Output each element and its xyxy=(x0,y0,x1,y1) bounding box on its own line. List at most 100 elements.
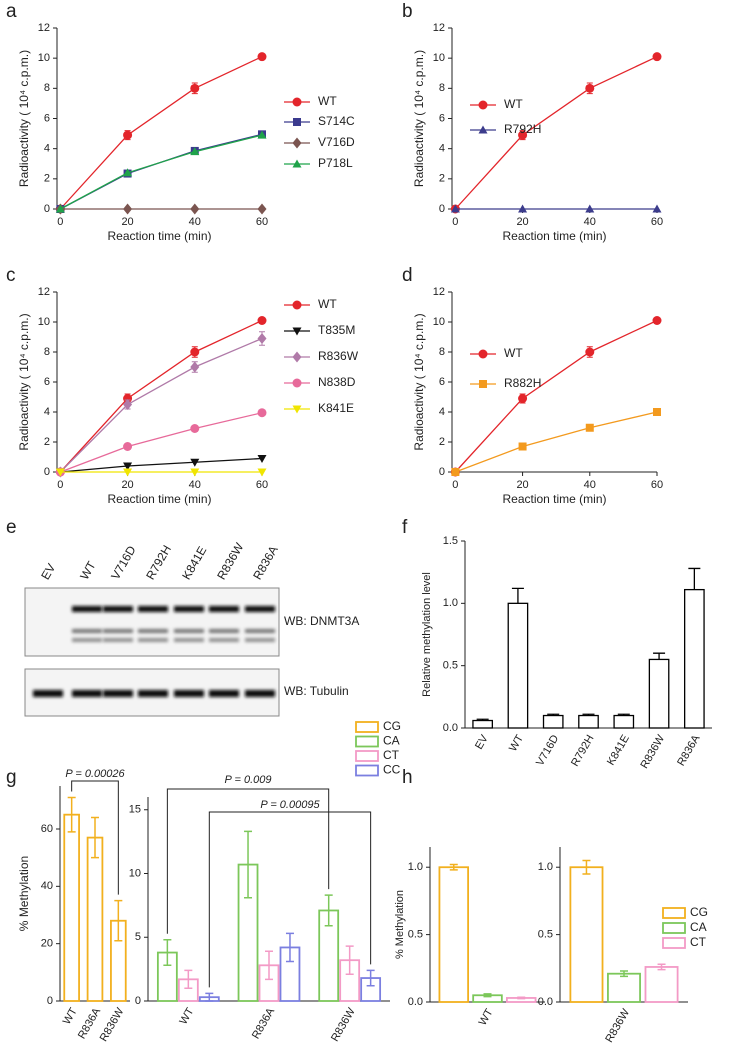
band xyxy=(174,638,204,642)
legend-label: R882H xyxy=(504,376,541,390)
legend-label: WT xyxy=(504,346,523,360)
error-bar xyxy=(366,969,375,987)
marker xyxy=(652,204,662,213)
marker xyxy=(123,399,133,410)
y-tick-label: 8 xyxy=(439,346,445,358)
error-bar xyxy=(244,830,253,899)
bar xyxy=(63,813,80,1002)
y-tick-label: 12 xyxy=(38,286,50,298)
band xyxy=(138,690,168,697)
y-tick-label: 0 xyxy=(44,203,50,215)
marker xyxy=(451,468,460,476)
y-tick-label: 1.5 xyxy=(443,535,458,547)
x-axis-label: Reaction time (min) xyxy=(502,229,606,243)
marker xyxy=(123,130,133,140)
x-tick-label: K841E xyxy=(605,733,632,768)
x-tick-label: 0 xyxy=(452,216,458,228)
panel-letter: c xyxy=(6,265,16,286)
legend-label: CA xyxy=(690,920,707,934)
error-bar xyxy=(345,945,354,975)
panel-letter: e xyxy=(6,517,17,538)
marker xyxy=(190,458,200,467)
marker xyxy=(257,468,267,477)
marker xyxy=(257,130,267,139)
legend-label: N838D xyxy=(318,375,356,389)
y-tick-label: 0 xyxy=(47,995,53,1007)
lane-label: EV xyxy=(38,561,58,582)
y-tick-label: 0.0 xyxy=(538,996,553,1008)
y-tick-label: 0 xyxy=(44,466,50,478)
legend-label: CA xyxy=(383,734,400,748)
error-bar xyxy=(449,863,458,871)
bar xyxy=(542,714,564,729)
y-tick-label: 2 xyxy=(44,173,50,185)
lane-label: R836W xyxy=(214,540,246,582)
legend-label: WT xyxy=(504,97,523,111)
x-tick-label: 20 xyxy=(516,216,528,228)
x-tick-label: R836W xyxy=(329,1005,358,1043)
panel-letter: h xyxy=(402,767,413,788)
band xyxy=(33,690,63,697)
y-tick-label: 2 xyxy=(44,436,50,448)
panel-letter: d xyxy=(402,265,413,286)
band xyxy=(103,690,133,697)
y-tick-label: 0.5 xyxy=(538,929,553,941)
legend-swatch xyxy=(662,922,686,934)
marker xyxy=(55,204,65,213)
legend-label: R836W xyxy=(318,349,359,363)
annotation: P = 0.009 xyxy=(225,774,272,786)
marker xyxy=(190,424,200,433)
marker xyxy=(653,408,661,416)
bar xyxy=(684,588,705,729)
legend-marker xyxy=(479,380,487,388)
band xyxy=(245,690,275,697)
error-bar xyxy=(582,859,591,875)
band xyxy=(245,629,275,633)
y-tick-label: 0.0 xyxy=(443,722,458,734)
x-tick-label: WT xyxy=(61,1006,80,1027)
y-axis-label: Radioactivity ( 10⁴ c.p.m.) xyxy=(17,50,31,187)
band xyxy=(245,606,275,612)
error-bar xyxy=(617,713,630,716)
x-tick-label: 20 xyxy=(516,479,528,491)
y-tick-label: 12 xyxy=(433,286,445,298)
band xyxy=(103,629,133,633)
marker xyxy=(652,316,662,325)
y-axis-label: Radioactivity ( 10⁴ c.p.m.) xyxy=(412,313,426,450)
legend-marker xyxy=(292,159,302,168)
error-bar xyxy=(657,963,666,971)
marker xyxy=(585,204,595,213)
y-tick-label: 0 xyxy=(135,995,141,1007)
legend-swatch xyxy=(355,764,379,777)
legend-marker xyxy=(292,405,302,414)
y-tick-label: 10 xyxy=(38,316,50,328)
y-tick-label: 8 xyxy=(439,82,445,94)
band xyxy=(209,629,239,633)
series-line xyxy=(59,319,263,473)
x-tick-label: 40 xyxy=(584,479,596,491)
legend-swatch xyxy=(662,937,686,949)
panel-letter: a xyxy=(6,1,17,22)
y-tick-label: 20 xyxy=(41,938,53,950)
band xyxy=(138,638,168,642)
legend-label: WT xyxy=(318,297,337,311)
y-tick-label: 0 xyxy=(439,466,445,478)
band xyxy=(103,638,133,642)
x-tick-label: 40 xyxy=(584,216,596,228)
legend-label: CG xyxy=(690,905,708,919)
legend-marker xyxy=(292,378,302,388)
error-bar xyxy=(620,970,628,978)
y-tick-label: 12 xyxy=(38,22,50,34)
legend-label: WT xyxy=(318,94,337,108)
y-tick-label: 10 xyxy=(433,52,445,64)
y-tick-label: 15 xyxy=(129,804,141,816)
x-tick-label: 0 xyxy=(57,479,63,491)
error-bar xyxy=(653,652,666,660)
x-tick-label: WT xyxy=(178,1006,197,1027)
error-bar xyxy=(517,996,526,1000)
error-bar xyxy=(114,899,123,942)
error-bar xyxy=(67,796,76,833)
band xyxy=(103,606,133,612)
marker xyxy=(190,83,200,93)
